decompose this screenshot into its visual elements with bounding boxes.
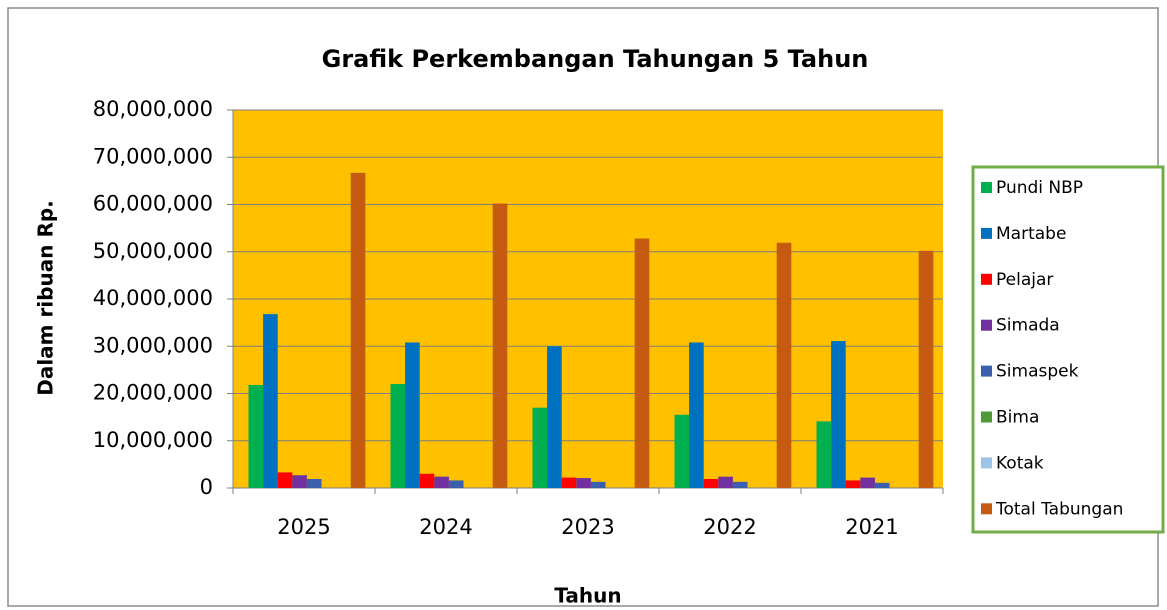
bar <box>390 384 406 488</box>
legend-label: Pundi NBP <box>996 178 1083 198</box>
bar <box>845 480 861 488</box>
legend-swatch <box>981 273 992 285</box>
x-tick-label: 2023 <box>561 515 614 539</box>
bar <box>561 477 577 488</box>
bar <box>547 346 562 488</box>
bar <box>492 203 508 488</box>
legend-label: Kotak <box>996 453 1044 473</box>
legend-swatch <box>981 182 992 193</box>
legend-label: Pelajar <box>996 270 1053 290</box>
legend-label: Simaspek <box>996 362 1079 382</box>
bar <box>718 476 733 488</box>
bar <box>448 480 464 488</box>
legend-swatch <box>981 457 992 469</box>
y-tick-label: 70,000,000 <box>93 144 213 168</box>
legend-label: Simada <box>996 316 1060 336</box>
y-tick-label: 20,000,000 <box>93 381 213 405</box>
y-tick-label: 0 <box>200 475 213 499</box>
x-tick-label: 2025 <box>277 515 330 539</box>
bar <box>350 172 366 488</box>
legend-label: Total Tabungan <box>995 499 1123 519</box>
bar <box>263 314 278 488</box>
bar <box>831 341 846 488</box>
y-tick-label: 10,000,000 <box>93 428 213 452</box>
bar <box>674 414 690 488</box>
y-tick-label: 60,000,000 <box>93 192 213 216</box>
bar <box>248 384 264 488</box>
bar <box>576 478 591 488</box>
legend-swatch <box>981 365 992 377</box>
bar <box>860 477 875 488</box>
chart-title: Grafik Perkembangan Tahungan 5 Tahun <box>322 45 869 73</box>
legend-swatch <box>981 503 992 515</box>
legend-label: Bima <box>996 408 1039 428</box>
bar <box>419 473 435 488</box>
y-tick-label: 40,000,000 <box>93 286 213 310</box>
legend-swatch <box>981 227 992 239</box>
legend-swatch <box>981 319 992 331</box>
y-tick-label: 50,000,000 <box>93 239 213 263</box>
y-axis-label: Dalam ribuan Rp. <box>34 200 58 396</box>
bar <box>590 481 606 488</box>
bar <box>532 407 548 488</box>
bar <box>405 342 420 488</box>
bar <box>634 238 650 488</box>
bar <box>732 481 748 488</box>
x-tick-label: 2022 <box>703 515 756 539</box>
bar <box>689 342 704 488</box>
bar <box>816 421 832 488</box>
x-tick-label: 2024 <box>419 515 472 539</box>
bar <box>306 479 322 488</box>
x-axis-label: Tahun <box>554 584 621 608</box>
bar <box>703 479 719 488</box>
bar <box>776 242 792 488</box>
y-tick-label: 80,000,000 <box>93 97 213 121</box>
x-tick-label: 2021 <box>845 515 898 539</box>
legend-swatch <box>981 411 992 423</box>
legend-box <box>971 165 1165 534</box>
bar <box>874 482 890 488</box>
y-tick-label: 30,000,000 <box>93 333 213 357</box>
legend-label: Martabe <box>996 224 1066 244</box>
bar <box>434 476 449 488</box>
bar <box>277 472 293 488</box>
bar <box>292 475 307 488</box>
bar <box>918 250 934 488</box>
